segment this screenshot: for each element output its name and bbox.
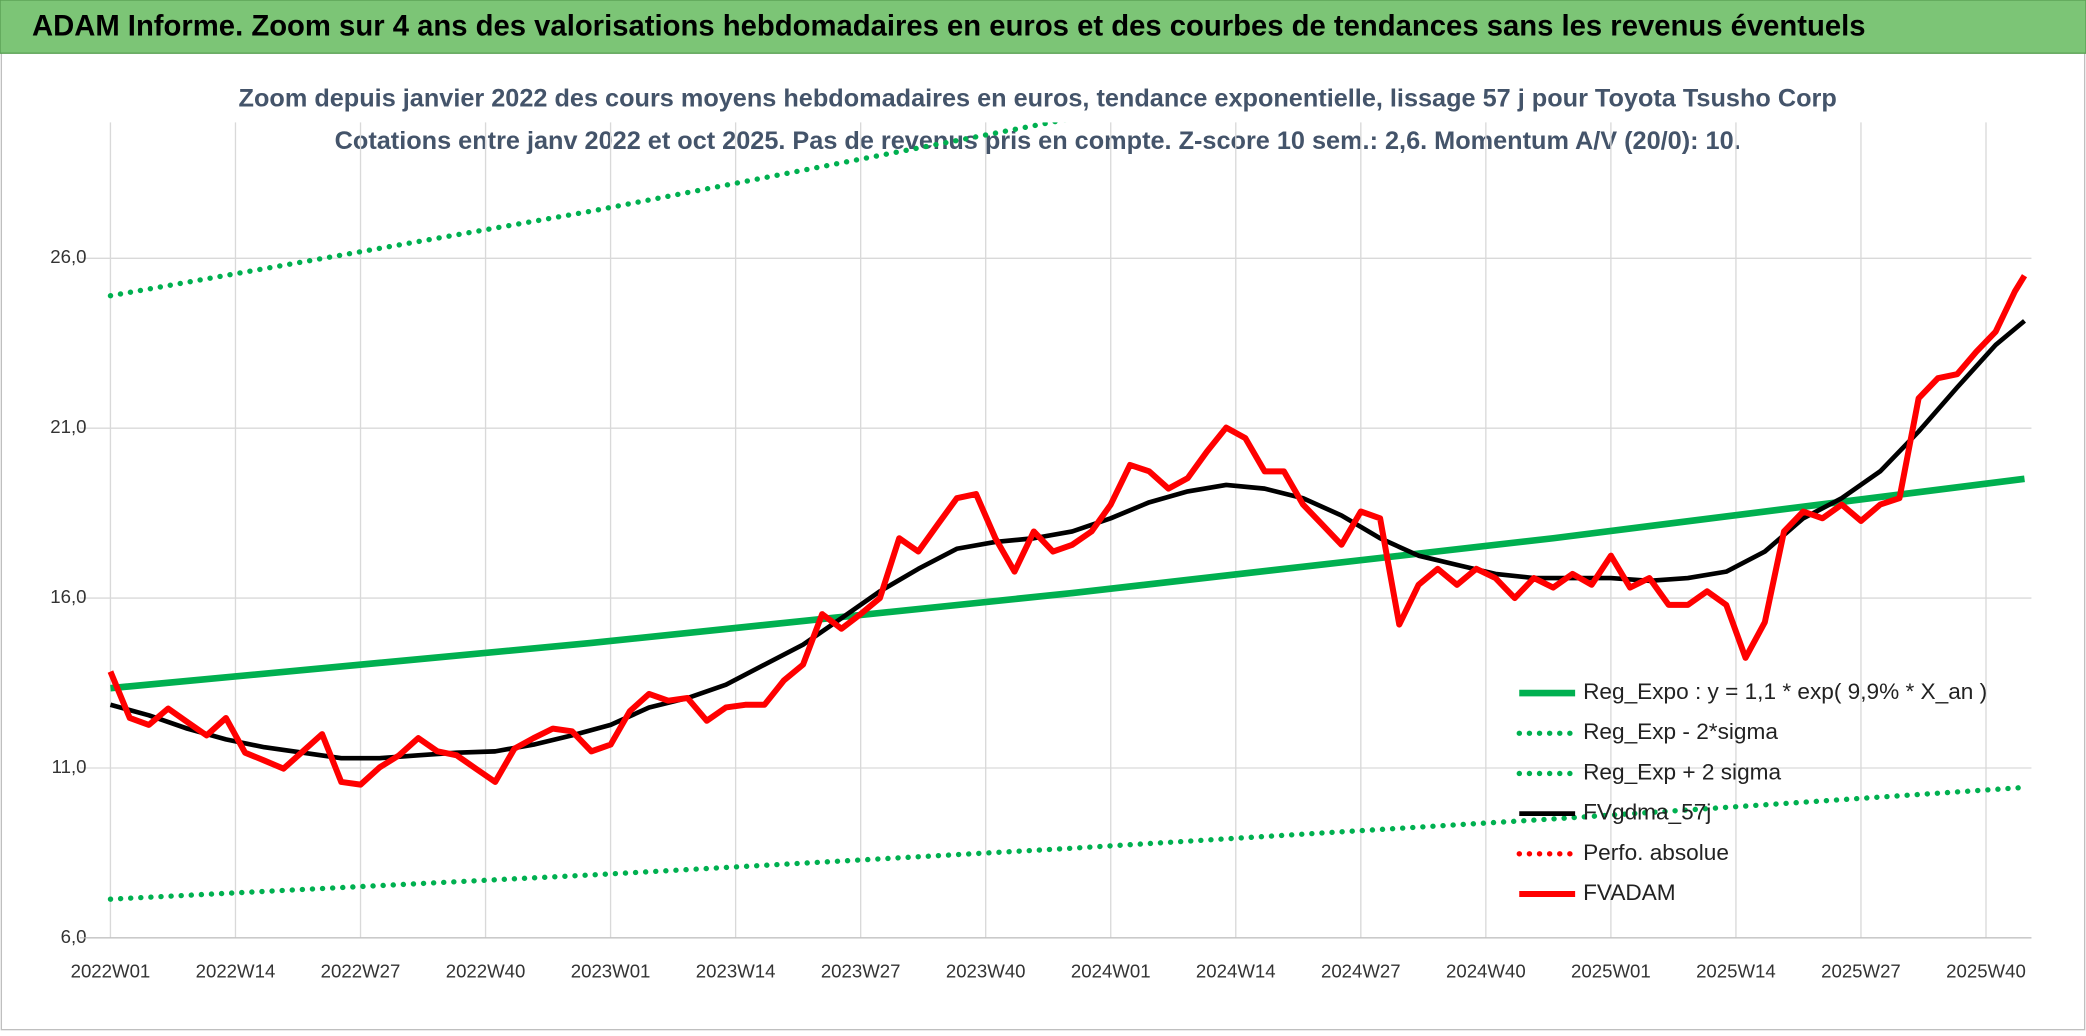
legend-label: FVgdma_57j [1583, 800, 1711, 825]
legend-label: Reg_Exp + 2 sigma [1583, 759, 1781, 784]
series-line [107, 274, 2028, 788]
y-tick-label: 21,0 [50, 416, 86, 437]
x-tick-label: 2023W01 [571, 960, 651, 981]
axes: 6,0 11,0 16,0 21,0 26,0 2022W01 2022W14 2022W27… [50, 246, 2032, 981]
chart-title: ADAM Informe. Zoom sur 4 ans des valoris… [32, 11, 1866, 43]
x-tick-label: 2023W14 [696, 960, 776, 981]
x-tick-label: 2024W14 [1196, 960, 1276, 981]
x-tick-label: 2025W27 [1821, 960, 1901, 981]
legend-label: Reg_Exp - 2*sigma [1583, 719, 1778, 744]
x-tick-label: 2023W27 [821, 960, 901, 981]
legend-label: Reg_Expo : y = 1,1 * exp( 9,9% * X_an ) [1583, 679, 1987, 704]
x-tick-label: 2024W01 [1071, 960, 1151, 981]
grid [79, 122, 2032, 939]
y-tick-label: 26,0 [50, 246, 86, 267]
series-line [107, 122, 1065, 299]
plot-area [107, 122, 2028, 902]
x-tick-label: 2025W40 [1946, 960, 2026, 981]
x-tick-label: 2024W27 [1321, 960, 1401, 981]
series-line [107, 784, 2028, 902]
y-tick-label: 6,0 [61, 926, 87, 947]
x-tick-label: 2025W01 [1571, 960, 1651, 981]
x-tick-label: 2023W40 [946, 960, 1026, 981]
series-line [110, 475, 2025, 692]
subtitle: Zoom depuis janvier 2022 des cours moyen… [239, 84, 1837, 112]
x-tick-label: 2022W27 [321, 960, 401, 981]
x-tick-label: 2024W40 [1446, 960, 1526, 981]
y-tick-label: 11,0 [52, 756, 87, 777]
series-line [109, 319, 2027, 761]
title-bar [0, 0, 2086, 54]
legend-label: FVADAM [1583, 880, 1676, 905]
subtitle: Cotations entre janv 2022 et oct 2025. P… [335, 127, 1741, 155]
legend-label: Perfo. absolue [1583, 840, 1729, 865]
x-tick-label: 2022W01 [71, 960, 151, 981]
y-tick-label: 16,0 [50, 586, 86, 607]
x-tick-label: 2025W14 [1696, 960, 1776, 981]
legend: Reg_Expo : y = 1,1 * exp( 9,9% * X_an ) R… [1516, 679, 1987, 905]
x-tick-label: 2022W14 [196, 960, 276, 981]
x-tick-label: 2022W40 [446, 960, 526, 981]
